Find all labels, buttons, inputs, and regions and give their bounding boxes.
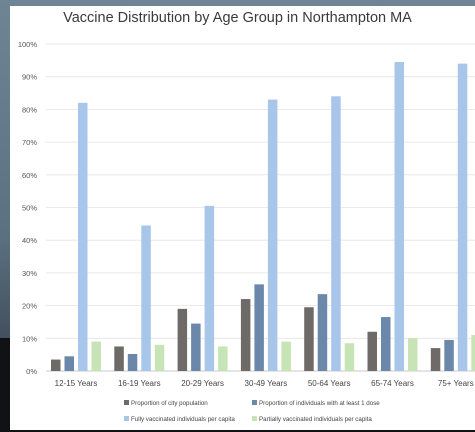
- bar: [471, 335, 475, 371]
- bar: [317, 294, 328, 371]
- y-tick-label: 30%: [22, 269, 37, 278]
- bar: [267, 99, 278, 371]
- chart-title: Vaccine Distribution by Age Group in Nor…: [63, 10, 412, 26]
- legend-swatch: [124, 416, 129, 421]
- bar: [344, 343, 355, 371]
- legend-label: Proportion of city population: [131, 400, 208, 407]
- bar: [51, 359, 61, 371]
- bar: [177, 308, 188, 371]
- bar: [141, 225, 151, 371]
- bar: [218, 346, 228, 371]
- y-tick-label: 60%: [22, 171, 37, 180]
- bar: [394, 61, 404, 372]
- bar: [91, 341, 101, 371]
- x-tick-label: 12-15 Years: [55, 379, 98, 388]
- bar: [408, 338, 418, 371]
- y-tick-label: 80%: [22, 105, 37, 114]
- x-tick-label: 65-74 Years: [371, 379, 414, 388]
- bar: [304, 307, 314, 371]
- bar: [281, 341, 291, 371]
- y-tick-label: 50%: [22, 204, 37, 213]
- bar: [331, 96, 341, 371]
- bar: [240, 299, 251, 371]
- bar: [367, 331, 377, 371]
- x-tick-label: 75+ Years: [438, 379, 474, 388]
- legend-label: Partially vaccinated individuals per cap…: [259, 416, 372, 423]
- y-tick-label: 10%: [22, 334, 37, 343]
- bar: [457, 63, 468, 372]
- x-tick-label: 20-29 Years: [181, 379, 224, 388]
- bar: [444, 339, 454, 371]
- y-tick-label: 100%: [18, 40, 38, 49]
- bar: [127, 353, 138, 371]
- x-tick-label: 50-64 Years: [308, 379, 351, 388]
- x-tick-label: 16-19 Years: [118, 379, 161, 388]
- y-tick-label: 90%: [22, 73, 37, 82]
- bar: [191, 323, 201, 371]
- y-tick-label: 0%: [26, 367, 37, 376]
- legend-label: Proportion of individuals with at least …: [259, 400, 380, 407]
- x-tick-label: 30-49 Years: [245, 379, 288, 388]
- legend-swatch: [252, 416, 257, 421]
- bar: [78, 102, 88, 372]
- bar: [254, 284, 264, 371]
- bar: [430, 348, 441, 371]
- legend-swatch: [124, 400, 129, 405]
- bar: [381, 317, 391, 371]
- y-tick-label: 70%: [22, 138, 37, 147]
- y-tick-label: 20%: [22, 302, 37, 311]
- y-tick-label: 40%: [22, 236, 37, 245]
- bar: [114, 346, 124, 371]
- legend-label: Fully vaccinated individuals per capita: [131, 416, 235, 423]
- bar: [154, 344, 165, 371]
- bar: [204, 205, 215, 371]
- bar: [64, 356, 74, 371]
- legend-swatch: [252, 400, 257, 405]
